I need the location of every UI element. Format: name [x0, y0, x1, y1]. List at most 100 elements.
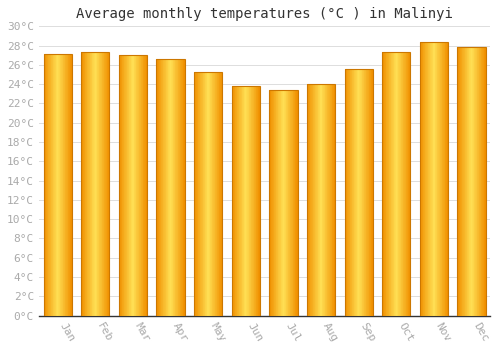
Bar [67, 54, 68, 316]
Bar [60, 54, 61, 316]
Bar [458, 47, 459, 316]
Bar [396, 52, 397, 316]
Bar [484, 47, 485, 316]
Bar [364, 69, 365, 316]
Bar [64, 54, 66, 316]
Bar [474, 47, 475, 316]
Bar [431, 42, 432, 316]
Bar [98, 52, 99, 316]
Bar [104, 52, 105, 316]
Bar [272, 90, 273, 316]
Bar [329, 84, 330, 316]
Bar [259, 86, 260, 316]
Bar [170, 59, 171, 316]
Bar [156, 59, 184, 316]
Bar [354, 69, 355, 316]
Bar [462, 47, 463, 316]
Bar [367, 69, 368, 316]
Title: Average monthly temperatures (°C ) in Malinyi: Average monthly temperatures (°C ) in Ma… [76, 7, 453, 21]
Bar [363, 69, 364, 316]
Bar [422, 42, 424, 316]
Bar [134, 55, 135, 316]
Bar [346, 69, 348, 316]
Bar [208, 72, 209, 316]
Bar [196, 72, 197, 316]
Bar [166, 59, 167, 316]
Bar [54, 54, 55, 316]
Bar [101, 52, 102, 316]
Bar [215, 72, 216, 316]
Bar [276, 90, 277, 316]
Bar [210, 72, 211, 316]
Bar [483, 47, 484, 316]
Bar [444, 42, 446, 316]
Bar [384, 52, 385, 316]
Bar [171, 59, 172, 316]
Bar [294, 90, 296, 316]
Bar [427, 42, 428, 316]
Bar [128, 55, 130, 316]
Bar [69, 54, 70, 316]
Bar [395, 52, 396, 316]
Bar [328, 84, 329, 316]
Bar [66, 54, 67, 316]
Bar [106, 52, 108, 316]
Bar [58, 54, 59, 316]
Bar [178, 59, 179, 316]
Bar [480, 47, 481, 316]
Bar [197, 72, 198, 316]
Bar [221, 72, 222, 316]
Bar [82, 52, 84, 316]
Bar [360, 69, 361, 316]
Bar [56, 54, 57, 316]
Bar [201, 72, 202, 316]
Bar [344, 69, 373, 316]
Bar [361, 69, 362, 316]
Bar [460, 47, 461, 316]
Bar [255, 86, 256, 316]
Bar [99, 52, 100, 316]
Bar [180, 59, 181, 316]
Bar [436, 42, 437, 316]
Bar [317, 84, 318, 316]
Bar [285, 90, 286, 316]
Bar [250, 86, 252, 316]
Bar [159, 59, 160, 316]
Bar [482, 47, 483, 316]
Bar [344, 69, 346, 316]
Bar [247, 86, 248, 316]
Bar [46, 54, 47, 316]
Bar [438, 42, 439, 316]
Bar [55, 54, 56, 316]
Bar [275, 90, 276, 316]
Bar [203, 72, 204, 316]
Bar [132, 55, 133, 316]
Bar [96, 52, 98, 316]
Bar [349, 69, 350, 316]
Bar [365, 69, 366, 316]
Bar [70, 54, 71, 316]
Bar [241, 86, 242, 316]
Bar [420, 42, 422, 316]
Bar [256, 86, 257, 316]
Bar [164, 59, 165, 316]
Bar [254, 86, 255, 316]
Bar [216, 72, 218, 316]
Bar [50, 54, 51, 316]
Bar [102, 52, 103, 316]
Bar [475, 47, 476, 316]
Bar [168, 59, 169, 316]
Bar [100, 52, 101, 316]
Bar [133, 55, 134, 316]
Bar [122, 55, 123, 316]
Bar [291, 90, 292, 316]
Bar [370, 69, 372, 316]
Bar [461, 47, 462, 316]
Bar [372, 69, 373, 316]
Bar [94, 52, 96, 316]
Bar [142, 55, 143, 316]
Bar [442, 42, 443, 316]
Bar [121, 55, 122, 316]
Bar [167, 59, 168, 316]
Bar [284, 90, 285, 316]
